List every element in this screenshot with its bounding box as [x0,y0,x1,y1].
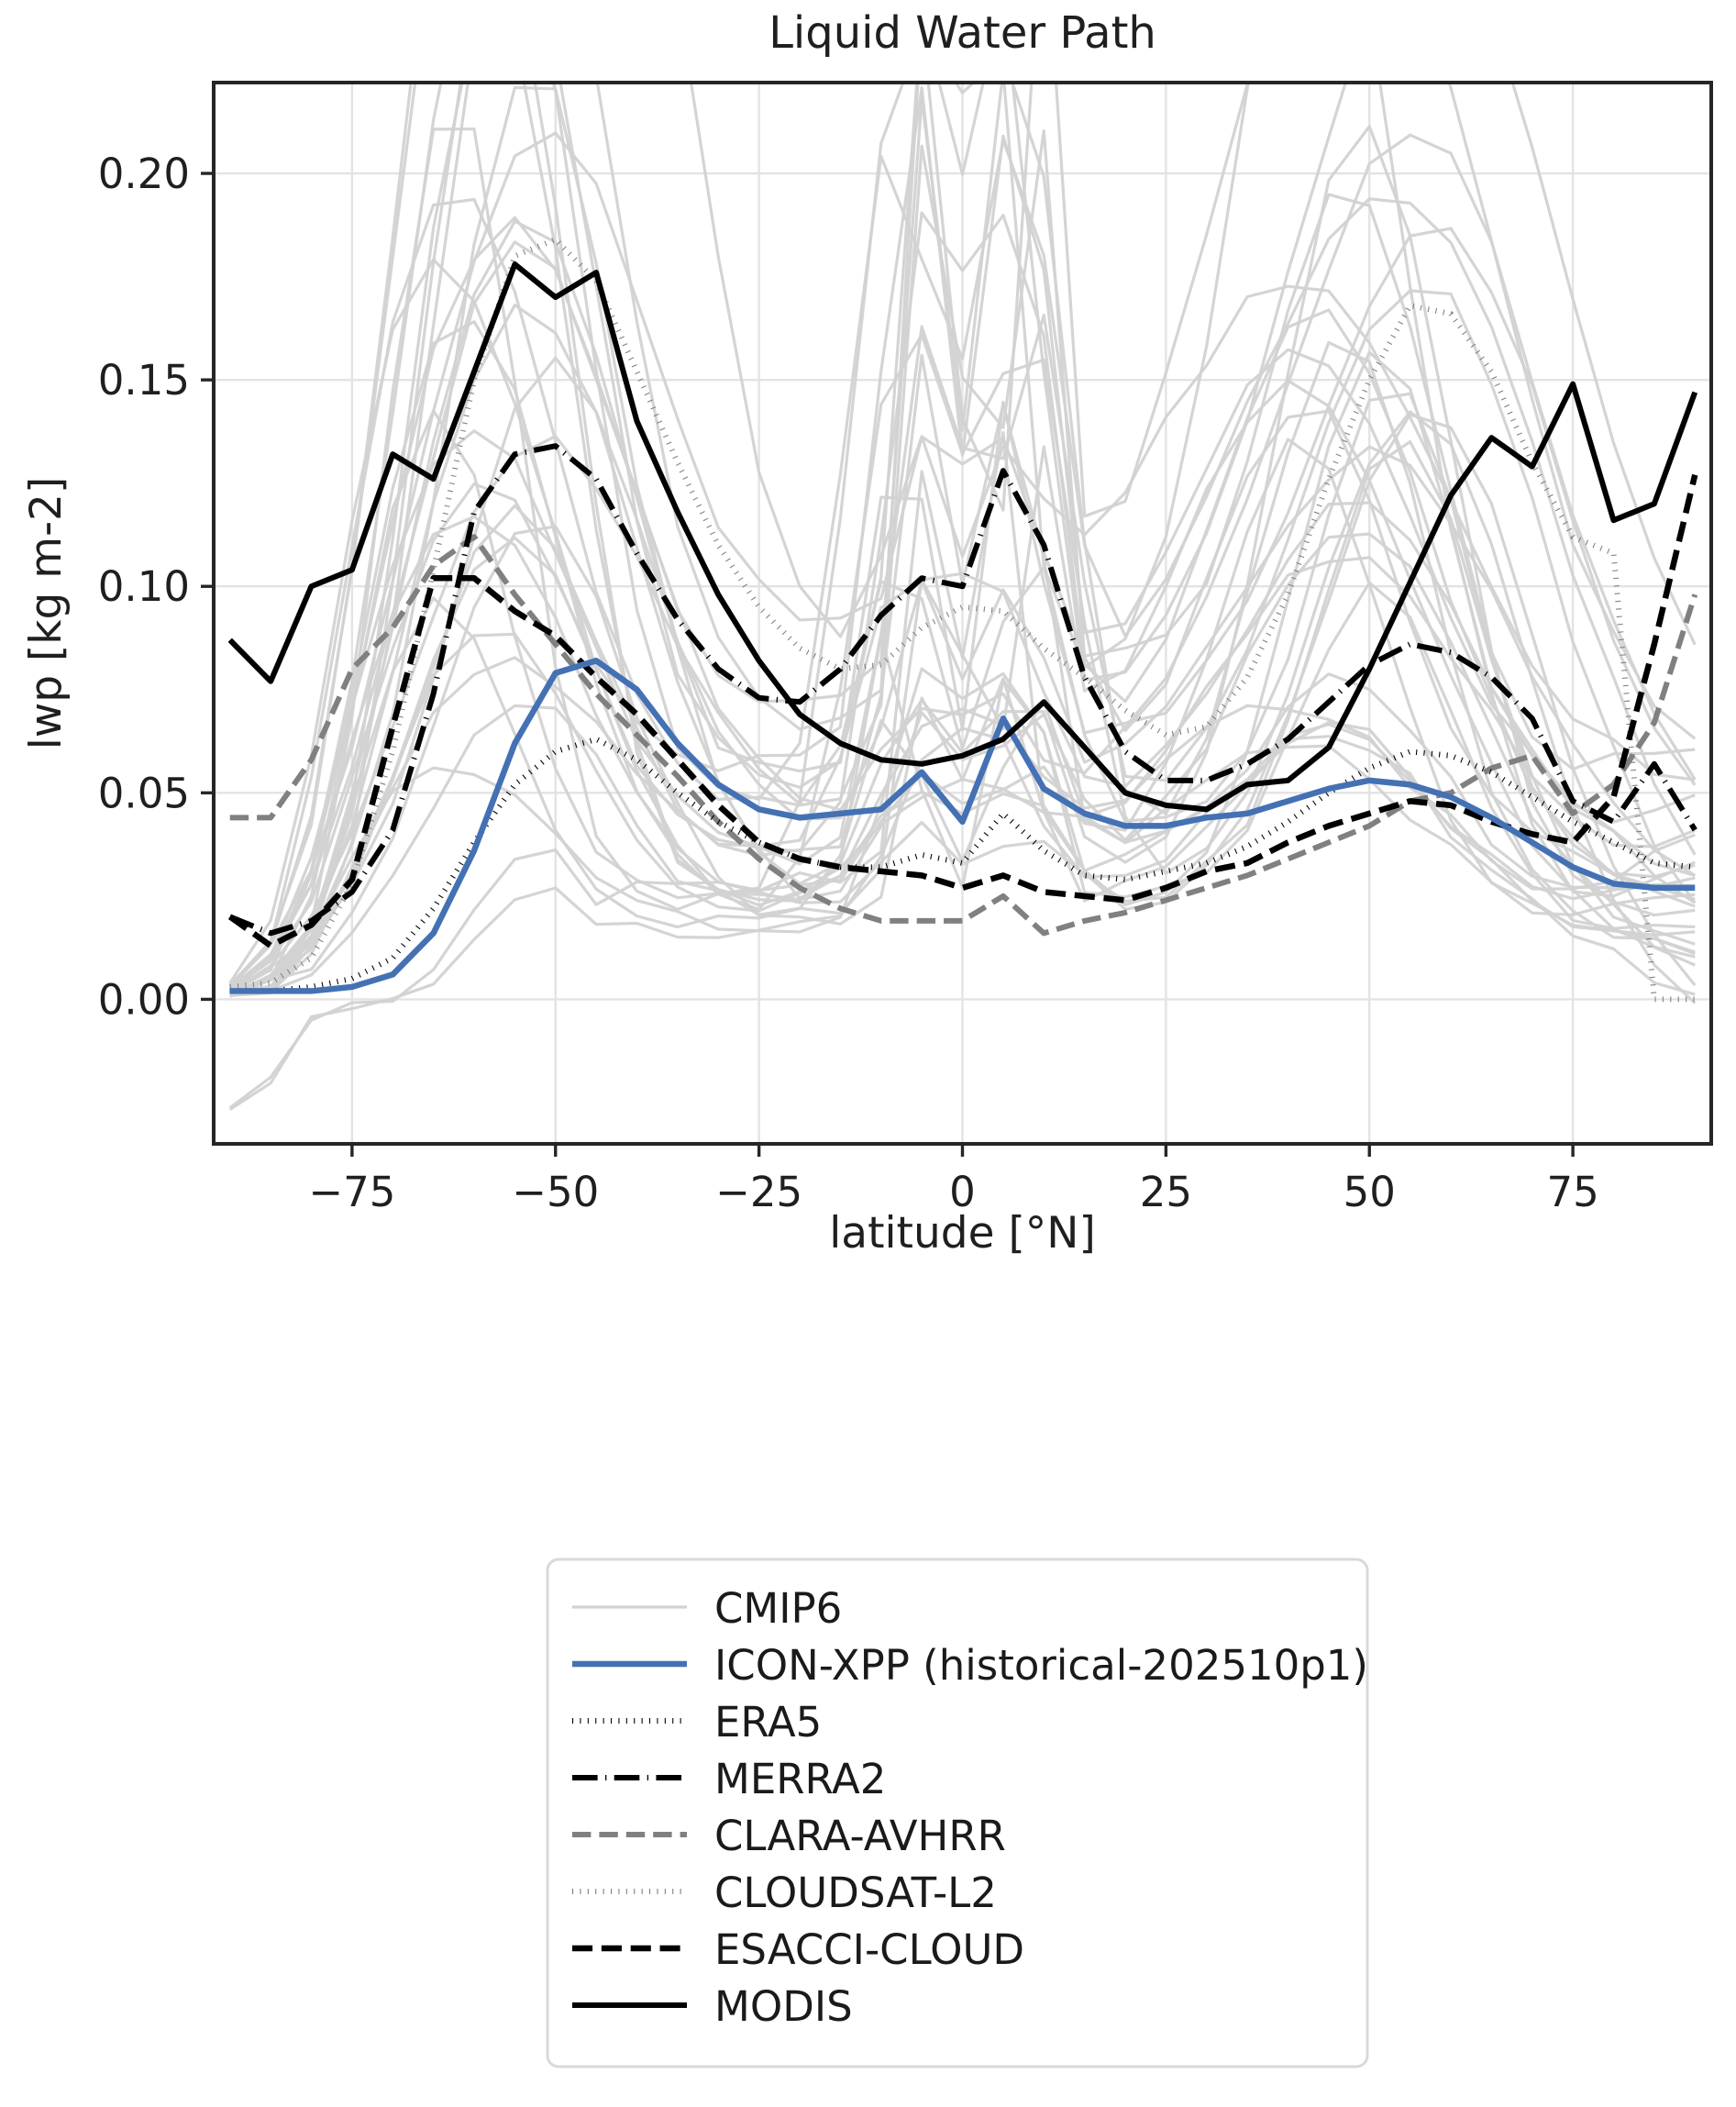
cmip6-ensemble-line [229,525,1696,998]
y-tick-label: 0.10 [98,562,190,611]
legend-label-merra2[interactable]: MERRA2 [714,1755,886,1803]
legend[interactable]: CMIP6 ICON-XPP (historical-202510p1) ERA5 M… [546,1558,1369,2068]
x-tick-label: −75 [308,1168,395,1216]
tick-group: −75 −50 −25 0 25 50 75 0.00 0.05 0.10 0.15 0.20 [98,150,1599,1216]
x-tick-label: 75 [1546,1168,1598,1216]
cmip6-ensemble-line [228,86,1696,992]
cmip6-ensemble-line [229,303,1696,996]
legend-label-era5[interactable]: ERA5 [714,1698,822,1747]
legend-label-cloudsat-l2[interactable]: CLOUDSAT-L2 [714,1869,997,1917]
chart-title: Liquid Water Path [768,7,1156,59]
cmip6-ensemble-line [229,532,1696,997]
x-tick-label: 0 [949,1168,976,1216]
legend-label-modis[interactable]: MODIS [714,1982,853,2031]
series-line-modis [227,261,1698,813]
series-line-esacci-cloud [227,473,1698,949]
y-tick-label: 0.20 [98,150,190,198]
cmip6-ensemble-line [228,438,1696,1110]
legend-label-cmip6[interactable]: CMIP6 [714,1584,842,1633]
y-axis-title: lwp [kg m-2] [21,477,72,750]
cmip6-ensemble-line [229,83,1697,993]
legend-label-esacci-cloud[interactable]: ESACCI-CLOUD [714,1925,1024,1974]
series-line-clara-avhrr [229,534,1698,937]
series-line-cloudsat-l2 [229,237,1696,1003]
x-axis-title: latitude [°N] [829,1208,1096,1259]
cmip6-ensemble-line [228,128,1696,986]
cmip6-ensemble-line [229,379,1696,998]
y-tick-label: 0.15 [98,356,190,405]
x-tick-label: −25 [715,1168,802,1216]
y-tick-label: 0.05 [98,769,190,817]
x-tick-label: −50 [512,1168,599,1216]
cmip6-ensemble-line [229,83,1697,993]
legend-label-icon-xpp[interactable]: ICON-XPP (historical-202510p1) [714,1641,1368,1690]
x-tick-label: 50 [1343,1168,1396,1216]
cmip6-ensemble-line [229,501,1696,995]
gridlines [214,83,1711,1144]
x-tick-label: 25 [1140,1168,1192,1216]
cmip6-ensemble-line [229,83,1696,997]
series-line-icon-xpp [229,658,1696,994]
cmip6-ensemble-line [228,439,1696,993]
label-group: Liquid Water Path latitude [°N] lwp [kg m-… [21,7,1156,1259]
series-line-merra2 [228,443,1697,937]
legend-box [546,1558,1369,2068]
cmip6-ensemble-line [228,83,1696,987]
y-tick-label: 0.00 [98,975,190,1024]
cmip6-ensemble-line [229,632,1696,997]
cmip6-ensemble-line [228,83,1697,990]
legend-label-clara-avhrr[interactable]: CLARA-AVHRR [714,1812,1006,1860]
plot-series-area [227,83,1698,1111]
cmip6-ensemble-line [229,413,1697,995]
cmip6-ensemble-line [229,596,1696,997]
cmip6-ensemble-line [228,85,1697,993]
